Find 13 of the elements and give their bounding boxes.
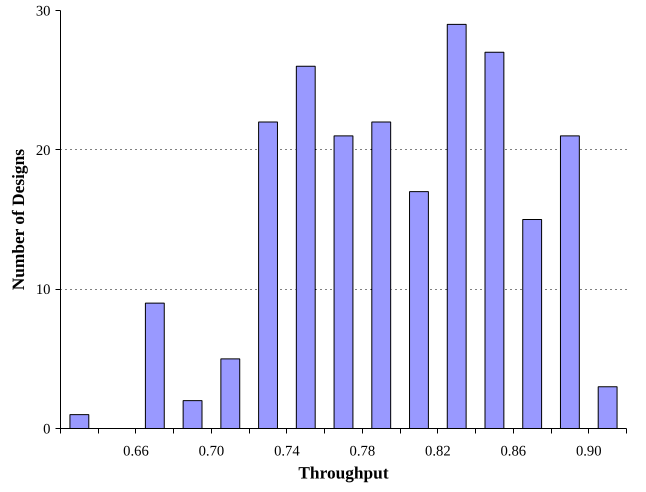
y-tick-label: 30 [36, 4, 50, 20]
x-tick-label: 0.86 [500, 444, 526, 460]
x-tick-label: 0.82 [425, 444, 451, 460]
x-tick-label: 0.90 [576, 444, 602, 460]
x-tick-label: 0.78 [350, 444, 376, 460]
x-axis-title: Throughput [298, 464, 389, 482]
y-axis-title: Number of Designs [8, 148, 28, 290]
y-tick-label: 0 [43, 422, 50, 438]
x-tick-label: 0.74 [274, 444, 300, 460]
y-tick-label: 10 [36, 282, 50, 298]
x-tick-label: 0.66 [123, 444, 149, 460]
y-tick-label: 20 [36, 142, 50, 159]
x-tick-label: 0.70 [198, 444, 224, 460]
